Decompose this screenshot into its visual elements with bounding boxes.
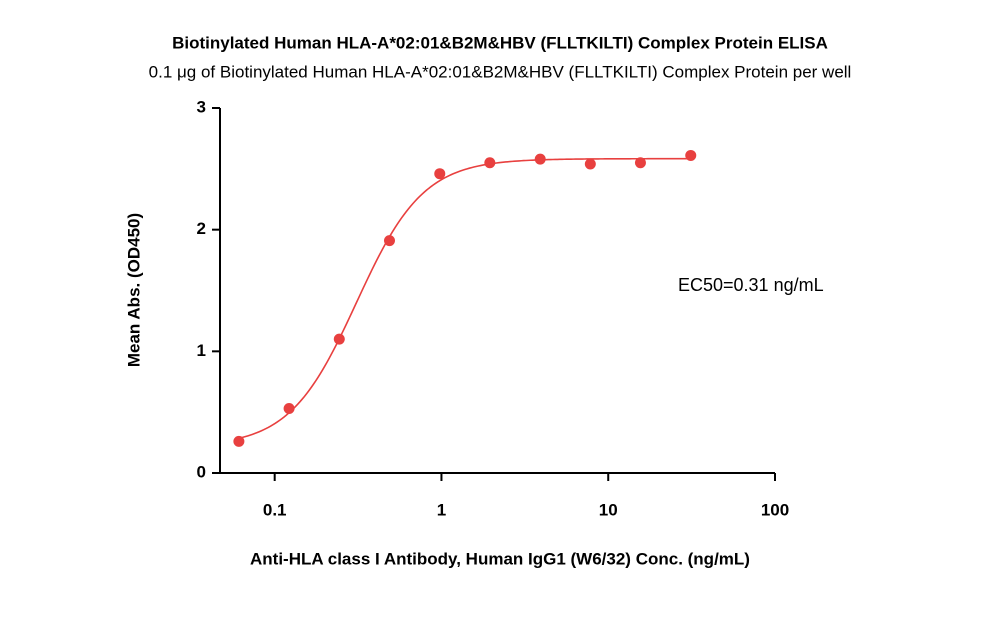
y-tick-label: 2: [197, 219, 206, 238]
data-point: [685, 149, 697, 161]
data-point: [383, 235, 395, 247]
annotation: EC50=0.31 ng/mL: [678, 275, 824, 295]
data-point: [534, 153, 546, 165]
y-tick-label: 0: [197, 462, 206, 481]
x-tick-label: 10: [599, 500, 618, 519]
data-point: [584, 158, 596, 170]
data-point: [484, 157, 496, 169]
data-point: [634, 157, 646, 169]
data-point: [233, 435, 245, 447]
fit-curve: [238, 157, 691, 440]
data-point: [434, 168, 446, 180]
y-tick-label: 1: [197, 341, 206, 360]
y-axis-label: Mean Abs. (OD450): [124, 213, 143, 367]
x-tick-label: 0.1: [263, 500, 287, 519]
x-tick-label: 1: [437, 500, 446, 519]
data-point: [283, 403, 295, 415]
chart-subtitle: 0.1 μg of Biotinylated Human HLA-A*02:01…: [149, 62, 852, 81]
y-tick-label: 3: [197, 97, 206, 116]
x-axis-label: Anti-HLA class I Antibody, Human IgG1 (W…: [250, 549, 750, 568]
x-tick-label: 100: [761, 500, 789, 519]
data-point: [333, 333, 345, 345]
chart-title: Biotinylated Human HLA-A*02:01&B2M&HBV (…: [172, 33, 828, 52]
